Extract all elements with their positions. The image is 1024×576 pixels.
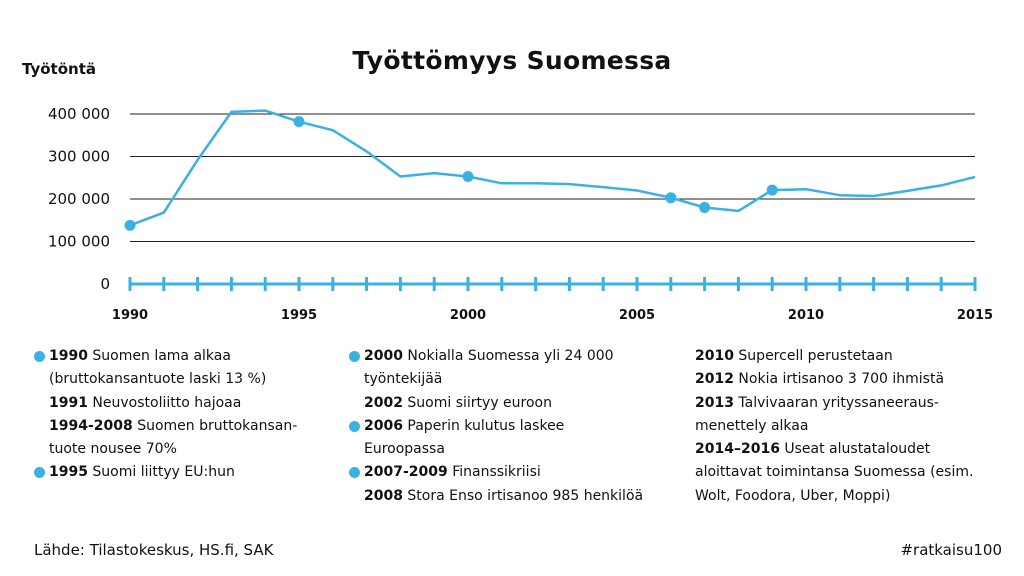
event-item: 1990 Suomen lama alkaa (bruttokansantuot…	[34, 345, 334, 392]
event-dot-icon	[34, 351, 45, 362]
event-text: Suomi liittyy EU:hun	[87, 464, 235, 481]
event-text: Supercell perustetaan	[733, 348, 893, 364]
event-dot-icon	[349, 420, 360, 432]
x-tick-label: 2015	[957, 308, 993, 323]
event-text: Suomen bruttokansan-tuote nousee 70%	[49, 417, 298, 458]
events-column-3: 2010 Supercell perustetaan 2012 Nokia irt…	[680, 345, 1000, 508]
y-axis-label: Työtöntä	[22, 60, 96, 78]
event-text: Nokia irtisanoo 3 700 ihmistä	[733, 371, 945, 388]
x-tick-label: 2005	[619, 308, 655, 323]
event-item: 1994-2008 Suomen bruttokansan-tuote nous…	[34, 415, 334, 462]
y-tick-label: 400 000	[48, 105, 110, 123]
event-dot-icon	[349, 467, 360, 479]
event-text: Neuvostoliitto hajoaa	[87, 394, 242, 411]
event-year: 1995	[49, 464, 88, 481]
event-item: 2007-2009 Finanssikriisi	[349, 461, 649, 484]
event-dot-icon	[34, 467, 45, 479]
event-year: 2007-2009	[364, 464, 448, 481]
event-year: 2012	[695, 371, 734, 388]
event-item: 1991 Neuvostoliitto hajoaa	[34, 392, 334, 415]
series-line	[129, 109, 976, 227]
event-item: 1995 Suomi liittyy EU:hun	[34, 461, 334, 484]
event-item: 2000 Nokialla Suomessa yli 24 000 työnte…	[349, 345, 649, 392]
chart-title: Työttömyys Suomessa	[352, 46, 672, 75]
events-column-1: 1990 Suomen lama alkaa (bruttokansantuot…	[34, 345, 334, 485]
event-item: 2010 Supercell perustetaan	[680, 345, 1000, 368]
event-year: 2000	[364, 348, 403, 364]
event-item: 2002 Suomi siirtyy euroon	[349, 392, 649, 415]
event-text: Finanssikriisi	[447, 464, 541, 481]
event-text: Nokialla Suomessa yli 24 000 työntekijää	[364, 348, 614, 388]
event-item: 2014–2016 Useat alustataloudet aloittava…	[680, 438, 1000, 508]
data-point	[665, 192, 677, 204]
source-note: Lähde: Tilastokeskus, HS.fi, SAK	[34, 541, 274, 559]
event-item: 2013 Talvivaaran yrityssaneeraus-menette…	[680, 392, 1000, 439]
event-year: 2006	[364, 417, 403, 434]
event-year: 2008	[364, 487, 403, 504]
data-point	[293, 116, 305, 128]
events-column-2: 2000 Nokialla Suomessa yli 24 000 työnte…	[349, 345, 649, 508]
data-point	[124, 219, 136, 231]
x-tick-label: 1990	[112, 308, 148, 323]
data-point	[462, 170, 474, 182]
event-year: 2013	[695, 394, 734, 411]
y-tick-label: 0	[100, 275, 110, 293]
x-tick-label: 2000	[450, 308, 486, 323]
event-text: Suomi siirtyy euroon	[402, 394, 552, 411]
hashtag: #ratkaisu100	[900, 541, 1002, 559]
y-tick-label: 300 000	[48, 148, 110, 166]
event-item: 2006 Paperin kulutus laskee Euroopassa	[349, 415, 649, 462]
event-text: Talvivaaran yrityssaneeraus-menettely al…	[695, 394, 939, 434]
line-chart: 0 100 000 200 000 300 000 400 000 1990 1995 200…	[48, 105, 993, 323]
event-text: Useat alustataloudet aloittavat toiminta…	[695, 441, 974, 504]
event-year: 2002	[364, 394, 403, 411]
event-year: 2010	[695, 348, 734, 364]
event-year: 1994-2008	[49, 417, 133, 434]
event-item: 2008 Stora Enso irtisanoo 985 henkilöä	[349, 485, 649, 508]
data-point	[699, 202, 711, 213]
event-year: 2014–2016	[695, 441, 780, 458]
event-year: 1990	[49, 348, 88, 364]
event-year: 1991	[49, 394, 88, 411]
y-tick-label: 100 000	[48, 233, 110, 251]
event-item: 2012 Nokia irtisanoo 3 700 ihmistä	[680, 368, 1000, 391]
event-text: Stora Enso irtisanoo 985 henkilöä	[402, 487, 644, 504]
y-tick-label: 200 000	[48, 190, 110, 208]
event-dot-icon	[349, 351, 360, 362]
x-tick-label: 1995	[281, 308, 317, 323]
event-text: Paperin kulutus laskee Euroopassa	[364, 417, 565, 458]
x-tick-label: 2010	[788, 308, 824, 323]
data-point	[766, 184, 778, 196]
event-text: Suomen lama alkaa (bruttokansantuote las…	[49, 348, 267, 388]
